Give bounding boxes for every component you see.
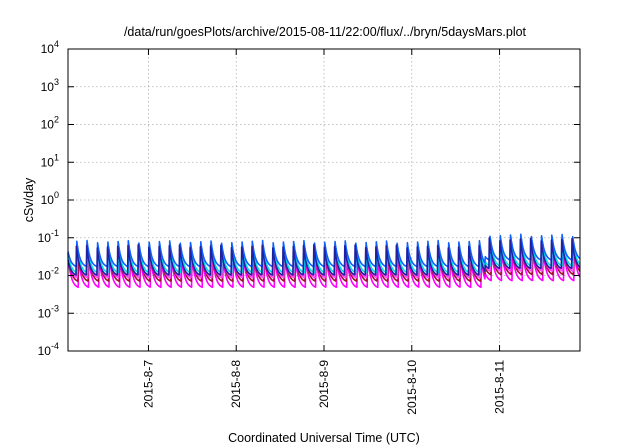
y-tick-label: 10-2	[38, 266, 59, 283]
y-tick-label: 101	[41, 152, 59, 169]
x-tick-label: 2015-8-7	[141, 360, 155, 408]
series-line	[67, 237, 581, 276]
y-tick-label: 102	[41, 115, 59, 132]
y-tick-label: 104	[41, 39, 59, 56]
y-tick-label: 100	[41, 190, 59, 207]
x-axis-label: Coordinated Universal Time (UTC)	[228, 431, 420, 445]
grid	[68, 49, 580, 351]
x-tick-label: 2015-8-8	[229, 360, 243, 408]
y-tick-label: 103	[41, 77, 59, 94]
x-tick-label: 2015-8-11	[493, 360, 507, 414]
x-tick-labels: 2015-8-7 2015-8-8 2015-8-9 2015-8-10 2015-8-…	[141, 360, 506, 415]
y-tick-label: 10-4	[38, 341, 59, 358]
y-tick-label: 10-3	[38, 303, 59, 320]
y-axis-label: cSv/day	[22, 177, 36, 222]
x-tick-label: 2015-8-10	[405, 360, 419, 415]
y-tick-labels: 10-4 10-3 10-2 10-1 100 101 102 103 104	[38, 39, 59, 358]
x-tick-label: 2015-8-9	[317, 360, 331, 408]
chart-title: /data/run/goesPlots/archive/2015-08-11/2…	[124, 25, 527, 39]
series-line	[67, 249, 581, 289]
axis-ticks	[68, 48, 580, 352]
y-tick-label: 10-1	[38, 228, 59, 245]
series-group	[67, 233, 581, 289]
